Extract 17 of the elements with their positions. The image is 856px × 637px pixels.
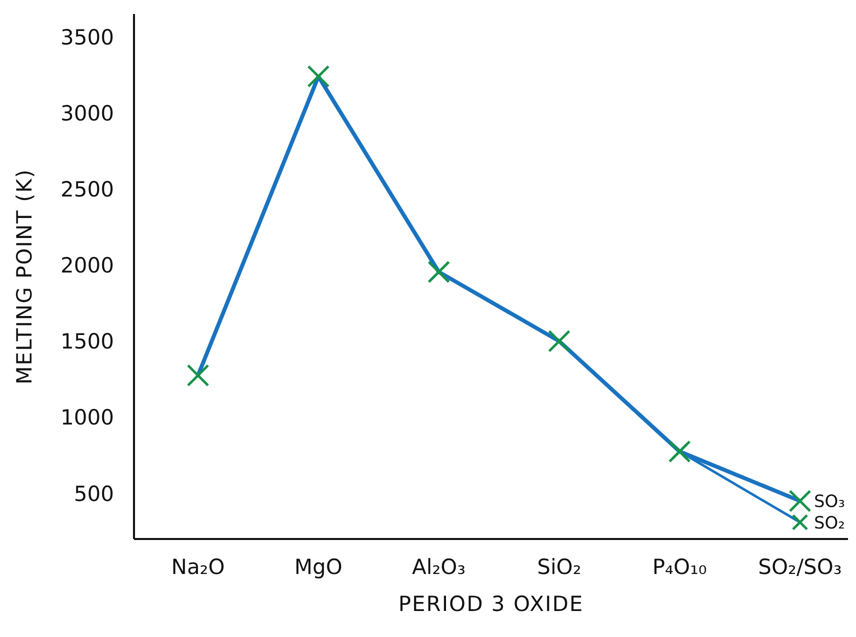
y-tick-label: 3500 xyxy=(60,25,114,50)
x-tick-label: Na₂O xyxy=(171,554,225,579)
y-tick-label: 1000 xyxy=(60,406,114,430)
y-tick-label: 2000 xyxy=(60,254,114,278)
y-axis-title: MELTING POINT (K) xyxy=(12,168,36,384)
y-tick-label: 2500 xyxy=(60,177,114,202)
x-tick-label: SiO₂ xyxy=(537,554,582,579)
y-tick-label: 500 xyxy=(74,482,114,506)
x-tick-label: MgO xyxy=(294,554,342,579)
x-tick-label: SO₂/SO₃ xyxy=(758,554,842,579)
y-tick-label: 3000 xyxy=(60,101,114,126)
x-tick-label: Al₂O₃ xyxy=(412,554,466,579)
annotation: SO₂ xyxy=(814,513,845,534)
annotation: SO₃ xyxy=(814,492,845,512)
x-tick-label: P₄O₁₀ xyxy=(652,554,707,579)
y-tick-label: 1500 xyxy=(60,330,114,354)
x-axis-title: PERIOD 3 OXIDE xyxy=(398,592,584,616)
